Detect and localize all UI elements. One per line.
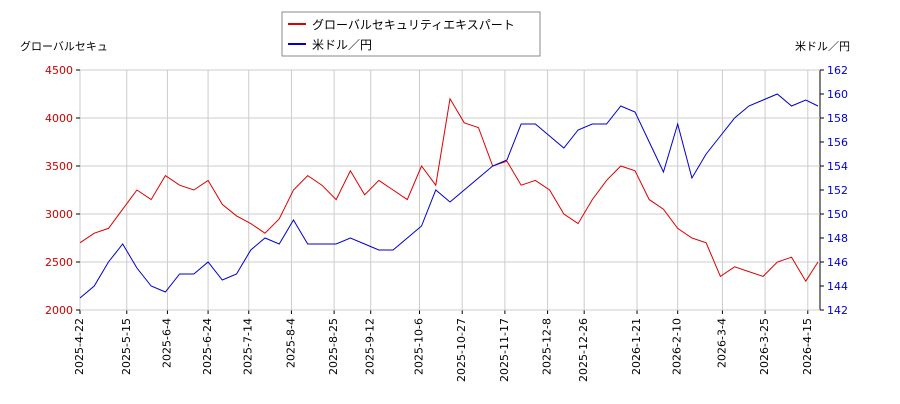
y2-axis-label: 米ドル／円: [795, 40, 850, 53]
y2-tick-label: 154: [827, 160, 848, 173]
y-tick-label: 3500: [45, 160, 73, 173]
y-tick-label: 4500: [45, 64, 73, 77]
x-tick-label: 2026-2-10: [671, 318, 684, 375]
x-tick-label: 2025-6-24: [201, 318, 214, 375]
legend-label: 米ドル／円: [312, 38, 372, 52]
x-tick-label: 2025-7-14: [242, 318, 255, 375]
x-tick-label: 2025-8-25: [327, 318, 340, 375]
x-tick-label: 2025-10-6: [413, 318, 426, 375]
x-tick-label: 2025-8-4: [284, 318, 297, 368]
x-tick-label: 2025-10-27: [455, 318, 468, 382]
x-tick-label: 2025-12-8: [541, 318, 554, 375]
x-tick-label: 2025-11-17: [498, 318, 511, 382]
y2-tick-label: 152: [827, 184, 848, 197]
x-tick-label: 2025-5-15: [120, 318, 133, 375]
x-tick-label: 2026-1-21: [630, 318, 643, 375]
y2-tick-label: 148: [827, 232, 848, 245]
x-tick-label: 2025-12-26: [577, 318, 590, 382]
x-tick-label: 2025-6-4: [160, 318, 173, 368]
x-tick-label: 2026-4-15: [801, 318, 814, 375]
y-tick-label: 2000: [45, 304, 73, 317]
x-tick-label: 2025-4-22: [73, 318, 86, 375]
legend-label: グローバルセキュリティエキスパート: [312, 18, 515, 32]
legend: [281, 11, 541, 57]
y2-tick-label: 158: [827, 112, 848, 125]
y-tick-label: 3000: [45, 208, 73, 221]
line-series: [79, 93, 819, 299]
y2-tick-label: 160: [827, 88, 848, 101]
y2-tick-label: 142: [827, 304, 848, 317]
y2-tick-label: 144: [827, 280, 848, 293]
y2-tick-label: 162: [827, 64, 848, 77]
y-tick-label: 4000: [45, 112, 73, 125]
line-series: [79, 97, 819, 283]
x-tick-label: 2026-3-4: [715, 318, 728, 368]
y2-tick-label: 146: [827, 256, 848, 269]
y-axis-label: グローバルセキュ: [20, 39, 108, 53]
y-tick-label: 2500: [45, 256, 73, 269]
x-tick-label: 2026-3-25: [758, 318, 771, 375]
x-tick-label: 2025-9-12: [364, 318, 377, 375]
y2-tick-label: 150: [827, 208, 848, 221]
y2-tick-label: 156: [827, 136, 848, 149]
